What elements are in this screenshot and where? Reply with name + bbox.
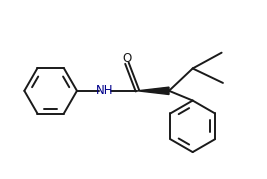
- Text: NH: NH: [96, 84, 113, 97]
- Text: O: O: [122, 52, 132, 65]
- Polygon shape: [138, 87, 169, 95]
